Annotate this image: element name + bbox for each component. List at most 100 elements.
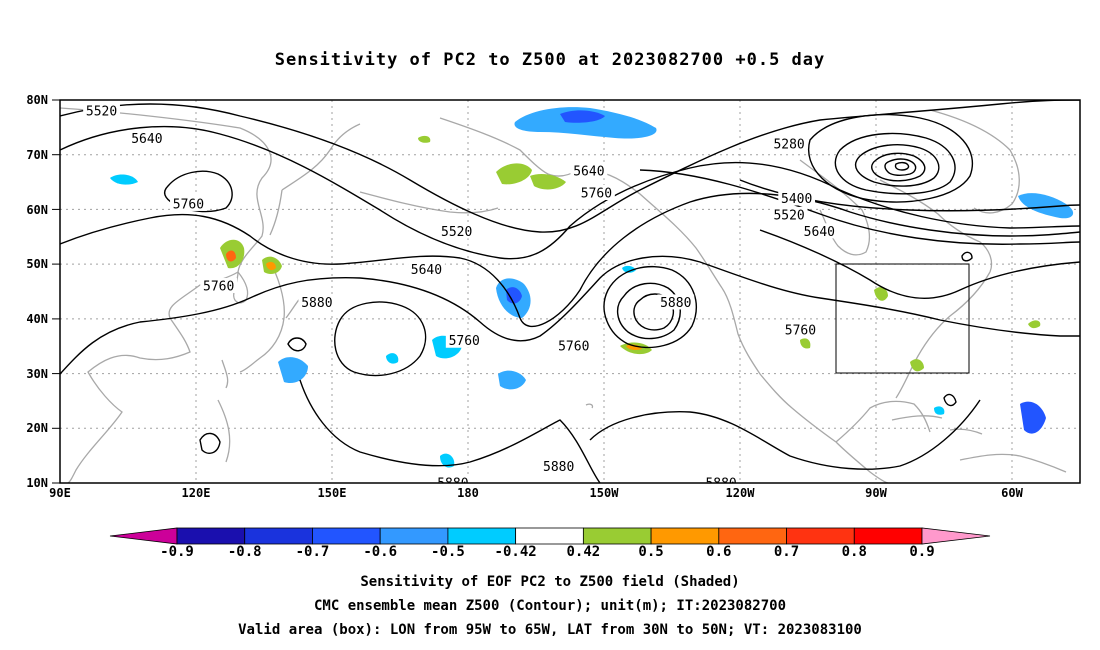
colorbar-label: 0.8	[841, 544, 867, 560]
shade-positive-arctic	[496, 163, 532, 185]
taiwan-philippines-coast	[217, 359, 231, 463]
contour-label: 5880	[437, 477, 468, 492]
contour-label: 5640	[131, 132, 162, 147]
colorbar-label: 0.9	[909, 544, 935, 560]
colorbar-label: -0.5	[431, 544, 465, 560]
lat-label-60n: 60N	[26, 203, 48, 217]
contour-label: 5640	[804, 225, 835, 240]
shade-positive-ne-pacific-core	[626, 344, 642, 350]
contour-label-bg	[770, 206, 808, 222]
hawaii	[585, 403, 594, 409]
shade-negative-small3	[440, 453, 455, 468]
contour-label-bg	[200, 278, 238, 294]
contour-label: 5760	[449, 334, 480, 349]
contour-5760-east-high	[163, 170, 233, 213]
valid-area-box	[835, 263, 970, 374]
shade-positive-japan-core	[266, 261, 276, 271]
colorbar-high-extend	[921, 527, 991, 545]
contour-label: 5520	[86, 104, 117, 119]
shade-negative-arctic	[514, 107, 657, 139]
colorbar-swatch	[515, 527, 584, 545]
colorbar-label: -0.8	[227, 544, 262, 560]
latitude-axis: 80N 70N 60N 50N 40N 30N 20N 10N	[26, 93, 48, 490]
contour-label-bg	[170, 195, 207, 211]
shade-positive-greenland	[418, 135, 431, 143]
colorbar-swatch	[786, 527, 855, 545]
contour-label: 5760	[203, 280, 234, 295]
shade-positive-east-asia-core	[226, 250, 236, 262]
lat-label-40n: 40N	[26, 312, 48, 326]
shade-negative-arctic-core	[560, 110, 605, 123]
lat-label-50n: 50N	[26, 257, 48, 271]
contour-5700-pacific-low	[617, 282, 681, 340]
longitude-axis: 90E 120E 150E 180 150W 120W 90W 60W	[49, 486, 1023, 500]
sakhalin-coast	[269, 189, 283, 236]
contour-label: 5760	[785, 323, 816, 338]
shade-negative-small1	[110, 174, 138, 185]
shade-positive-great-lakes	[874, 287, 888, 301]
contour-labels: 5520 5640 5760 5760 5880 5520 5640 5760 5760 5640…	[83, 102, 838, 492]
colorbar-swatch	[379, 527, 449, 545]
contour-label: 5880	[301, 296, 332, 311]
shade-negative-east-pacific	[622, 265, 636, 273]
lon-label-90w: 90W	[865, 486, 887, 500]
contour-5640-trough	[639, 169, 1080, 245]
lon-label-120w: 120W	[726, 486, 756, 500]
lon-label-60w: 60W	[1001, 486, 1023, 500]
contour-label-bg	[408, 261, 445, 277]
colorbar-label: -0.42	[494, 544, 537, 560]
contour-label-bg	[438, 223, 476, 239]
graticule	[60, 100, 1080, 483]
contour-label: 5880	[543, 460, 574, 475]
contour-label-bg	[770, 135, 808, 151]
contour-5460-low	[871, 152, 926, 182]
colorbar-swatch	[176, 527, 246, 545]
contour-label: 5760	[173, 197, 204, 212]
contour-label-bg	[578, 185, 615, 201]
colorbar-label: 0.6	[706, 544, 732, 560]
lat-label-30n: 30N	[26, 367, 48, 381]
colorbar-label: 0.5	[638, 544, 664, 560]
shade-negative-atlantic	[1018, 193, 1074, 219]
contour-small-loop-ne	[961, 251, 973, 262]
contour-label-bg	[83, 102, 120, 118]
central-america	[835, 441, 889, 483]
shade-negative-small2	[386, 353, 399, 364]
colorbar-label: -0.6	[363, 544, 398, 560]
shade-positive-arctic2	[530, 174, 566, 190]
map-frame	[59, 99, 1081, 484]
contour-label: 5640	[573, 165, 604, 180]
shade-positive-mexico	[800, 338, 811, 349]
contour-5760-pacific-low	[603, 266, 697, 349]
shade-negative-aleutian-core	[506, 287, 522, 304]
figure-title: Sensitivity of PC2 to Z500 at 2023082700…	[274, 50, 826, 70]
lat-label-10n: 10N	[26, 476, 48, 490]
contour-5520-arctic	[60, 100, 1080, 233]
contour-label: 5280	[773, 137, 804, 152]
colorbar-swatch	[447, 527, 517, 545]
contour-5880-pacific	[60, 255, 1080, 375]
contour-label-bg	[555, 338, 593, 354]
contour-label: 5520	[441, 225, 472, 240]
lon-label-90e: 90E	[49, 486, 71, 500]
contour-5760-east-us	[759, 229, 1080, 299]
lon-label-150e: 150E	[318, 486, 347, 500]
na-west-coast	[721, 287, 837, 443]
colorbar-label: 0.42	[566, 544, 601, 560]
contour-5400-low	[855, 144, 940, 187]
caption-contour: CMC ensemble mean Z500 (Contour); unit(m…	[313, 598, 786, 614]
contour-5280-low	[807, 113, 973, 203]
colorbar-label: -0.9	[160, 544, 194, 560]
colorbar-swatch	[244, 527, 313, 545]
contour-small-loop-1	[287, 337, 307, 352]
colorbar-label: -0.7	[295, 544, 330, 560]
colorbar-swatch	[853, 527, 923, 545]
lat-label-80n: 80N	[26, 93, 48, 107]
contour-label: 5880	[705, 477, 736, 492]
shade-negative-se	[1020, 401, 1046, 434]
aleutian-chain	[359, 191, 499, 214]
contour-label-bg	[782, 321, 819, 337]
contour-label-bg	[702, 475, 740, 483]
shade-positive-atlantic	[1028, 320, 1041, 329]
